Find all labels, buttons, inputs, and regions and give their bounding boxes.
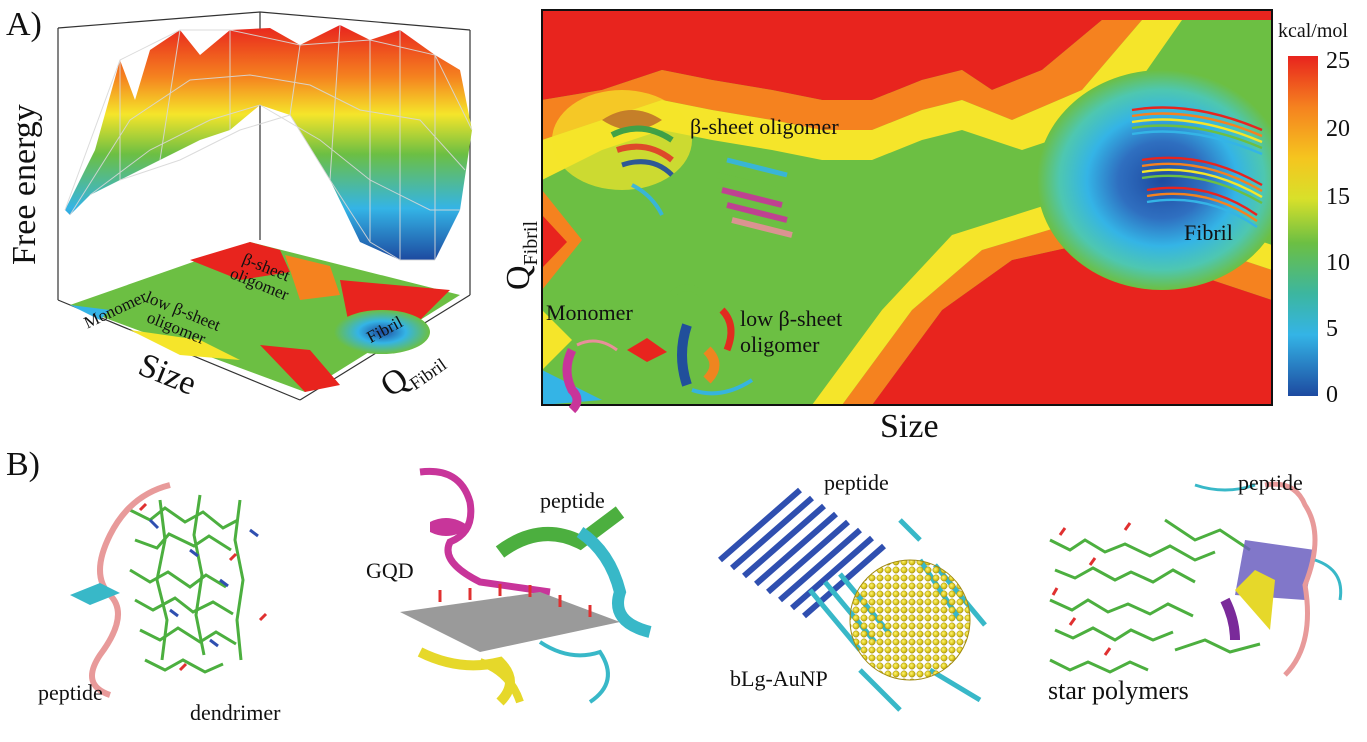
colorbar-tick-10: 10 xyxy=(1326,250,1350,276)
contour-y-axis-label-main: Q xyxy=(500,265,537,290)
contour-label-low-sheet-line2: oligomer xyxy=(740,332,820,357)
monomer-cartoon xyxy=(562,339,618,414)
z-axis-label: Free energy xyxy=(6,104,43,265)
surface-floor-contour xyxy=(70,242,460,392)
b2-label-peptide: peptide xyxy=(540,488,605,513)
blg-aunp-peptide-structure xyxy=(718,487,987,712)
free-energy-contour-map xyxy=(541,9,1273,414)
contour-label-fibril: Fibril xyxy=(1184,220,1233,245)
contour-label-beta-sheet-oligomer: β-sheet oligomer xyxy=(690,114,839,139)
star-polymer-peptide-structure xyxy=(1049,481,1343,677)
fibril-cartoon xyxy=(1131,106,1263,228)
panel-a-label: A) xyxy=(6,6,42,43)
beta-sheet-oligomer-cartoon xyxy=(602,110,793,238)
b1-label-peptide: peptide xyxy=(38,680,103,705)
low-beta-sheet-oligomer-cartoon xyxy=(669,284,754,396)
contour-y-axis-label: QFibril xyxy=(500,221,543,290)
b4-label-star-polymers: star polymers xyxy=(1048,676,1189,705)
contour-label-low-sheet-line1: low β-sheet xyxy=(740,306,843,331)
colorbar-tick-20: 20 xyxy=(1326,116,1350,142)
contour-label-monomer: Monomer xyxy=(546,300,633,325)
b3-label-peptide: peptide xyxy=(824,470,889,495)
b4-label-peptide: peptide xyxy=(1238,470,1303,495)
contour-label-low-sheet: low β-sheet oligomer xyxy=(740,306,842,358)
surface-body xyxy=(65,25,472,260)
colorbar-tick-5: 5 xyxy=(1326,316,1338,342)
surface-wireframe xyxy=(64,24,473,261)
panel-b-label: B) xyxy=(6,446,40,483)
gqd-peptide-structure xyxy=(400,467,652,706)
contour-x-axis-label: Size xyxy=(880,408,939,445)
colorbar-tick-15: 15 xyxy=(1326,184,1350,210)
b2-label-gqd: GQD xyxy=(366,558,414,583)
contour-y-axis-label-sub: Fibril xyxy=(519,220,542,266)
colorbar-tick-0: 0 xyxy=(1326,382,1338,408)
b3-label-blg-aunp: bLg-AuNP xyxy=(730,666,828,691)
b1-label-dendrimer: dendrimer xyxy=(190,700,281,725)
colorbar-unit: kcal/mol xyxy=(1278,20,1348,42)
colorbar xyxy=(1288,56,1318,396)
dendrimer-peptide-structure xyxy=(70,482,268,698)
colorbar-tick-25: 25 xyxy=(1326,48,1350,74)
fibril-well xyxy=(1037,70,1272,290)
free-energy-surface-3d xyxy=(57,11,473,401)
